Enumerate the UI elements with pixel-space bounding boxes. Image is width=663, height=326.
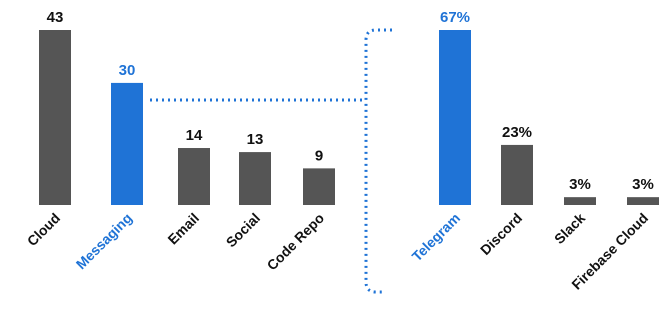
right-bar-firebase-cloud xyxy=(627,197,659,205)
breakdown-bracket xyxy=(364,28,392,294)
left-bar-code-repo xyxy=(303,168,335,205)
left-category-label-cloud: Cloud xyxy=(24,210,63,249)
left-category-label-code-repo: Code Repo xyxy=(264,210,328,274)
category-breakdown-chart: 43 Cloud 30 Messaging 14 Email 13 Social 9 Code R… xyxy=(24,9,335,273)
left-category-label-email: Email xyxy=(164,210,202,248)
left-value-label-social: 13 xyxy=(247,131,264,148)
right-category-label-slack: Slack xyxy=(551,210,588,247)
left-bar-messaging xyxy=(111,82,143,205)
left-value-label-messaging: 30 xyxy=(119,62,136,79)
left-bar-social xyxy=(239,152,271,205)
right-category-label-discord: Discord xyxy=(477,210,525,258)
left-value-label-email: 14 xyxy=(186,127,203,144)
left-category-label-social: Social xyxy=(223,210,263,250)
left-value-label-cloud: 43 xyxy=(47,9,64,26)
right-value-label-slack: 3% xyxy=(569,176,591,193)
right-bar-discord xyxy=(501,144,533,205)
right-value-label-telegram: 67% xyxy=(440,9,470,26)
right-category-label-telegram: Telegram xyxy=(409,210,464,265)
right-value-label-firebase-cloud: 3% xyxy=(632,176,654,193)
left-value-label-code-repo: 9 xyxy=(315,147,323,164)
right-bar-telegram xyxy=(439,30,471,205)
left-bar-email xyxy=(178,148,210,205)
left-category-label-messaging: Messaging xyxy=(73,210,135,272)
right-bar-slack xyxy=(564,197,596,205)
right-value-label-discord: 23% xyxy=(502,124,532,141)
left-bar-cloud xyxy=(39,30,71,205)
